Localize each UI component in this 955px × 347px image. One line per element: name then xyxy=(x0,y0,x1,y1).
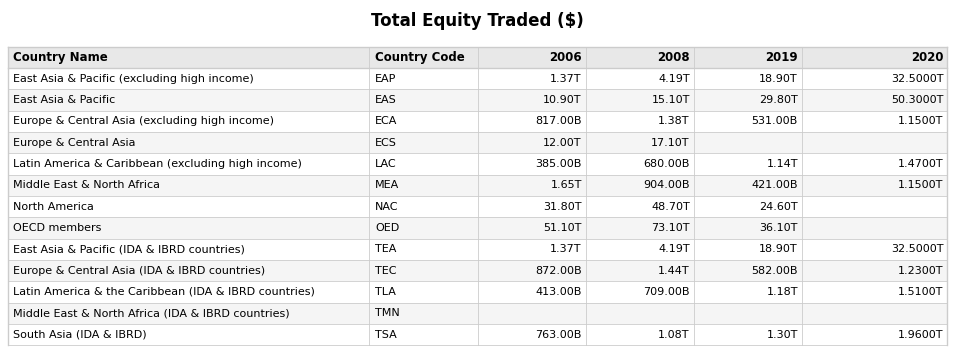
Text: Latin America & the Caribbean (IDA & IBRD countries): Latin America & the Caribbean (IDA & IBR… xyxy=(13,287,315,297)
Text: 1.30T: 1.30T xyxy=(767,330,797,340)
Text: 15.10T: 15.10T xyxy=(651,95,690,105)
Text: Country Code: Country Code xyxy=(375,51,465,64)
Bar xyxy=(8,217,947,239)
Text: Middle East & North Africa: Middle East & North Africa xyxy=(13,180,160,191)
Bar xyxy=(8,175,947,196)
Bar xyxy=(8,90,947,111)
Bar xyxy=(8,303,947,324)
Text: 531.00B: 531.00B xyxy=(752,117,797,126)
Text: EAS: EAS xyxy=(375,95,397,105)
Text: 1.4700T: 1.4700T xyxy=(898,159,944,169)
Text: 36.10T: 36.10T xyxy=(759,223,797,233)
Text: 24.60T: 24.60T xyxy=(759,202,797,212)
Text: 2008: 2008 xyxy=(657,51,690,64)
Text: 1.08T: 1.08T xyxy=(658,330,690,340)
Text: Europe & Central Asia: Europe & Central Asia xyxy=(13,138,136,148)
Text: 17.10T: 17.10T xyxy=(651,138,690,148)
Text: 1.1500T: 1.1500T xyxy=(898,180,944,191)
Bar xyxy=(8,68,947,90)
Text: OECD members: OECD members xyxy=(13,223,102,233)
Bar xyxy=(8,47,947,68)
Text: 32.5000T: 32.5000T xyxy=(891,74,944,84)
Text: 709.00B: 709.00B xyxy=(644,287,690,297)
Text: 2020: 2020 xyxy=(911,51,944,64)
Text: NAC: NAC xyxy=(375,202,398,212)
Text: TMN: TMN xyxy=(375,308,400,318)
Text: Europe & Central Asia (excluding high income): Europe & Central Asia (excluding high in… xyxy=(13,117,274,126)
Text: 18.90T: 18.90T xyxy=(759,244,797,254)
Text: 1.38T: 1.38T xyxy=(658,117,690,126)
Text: 421.00B: 421.00B xyxy=(752,180,797,191)
Text: 51.10T: 51.10T xyxy=(543,223,582,233)
Text: TEA: TEA xyxy=(375,244,396,254)
Text: ECS: ECS xyxy=(375,138,397,148)
Text: 12.00T: 12.00T xyxy=(543,138,582,148)
Bar xyxy=(8,132,947,153)
Bar xyxy=(8,111,947,132)
Text: 1.65T: 1.65T xyxy=(550,180,582,191)
Text: 680.00B: 680.00B xyxy=(644,159,690,169)
Bar xyxy=(8,153,947,175)
Text: 1.18T: 1.18T xyxy=(766,287,797,297)
Bar xyxy=(8,260,947,281)
Text: South Asia (IDA & IBRD): South Asia (IDA & IBRD) xyxy=(13,330,147,340)
Text: OED: OED xyxy=(375,223,399,233)
Text: TLA: TLA xyxy=(375,287,396,297)
Text: 29.80T: 29.80T xyxy=(759,95,797,105)
Text: 10.90T: 10.90T xyxy=(543,95,582,105)
Text: 413.00B: 413.00B xyxy=(536,287,582,297)
Text: 1.1500T: 1.1500T xyxy=(898,117,944,126)
Text: 1.14T: 1.14T xyxy=(766,159,797,169)
Text: East Asia & Pacific (excluding high income): East Asia & Pacific (excluding high inco… xyxy=(13,74,254,84)
Text: East Asia & Pacific: East Asia & Pacific xyxy=(13,95,116,105)
Text: 904.00B: 904.00B xyxy=(644,180,690,191)
Bar xyxy=(8,239,947,260)
Text: 4.19T: 4.19T xyxy=(658,74,690,84)
Text: Total Equity Traded ($): Total Equity Traded ($) xyxy=(371,12,584,30)
Text: 1.9600T: 1.9600T xyxy=(898,330,944,340)
Text: 1.44T: 1.44T xyxy=(658,266,690,276)
Text: MEA: MEA xyxy=(375,180,399,191)
Text: Country Name: Country Name xyxy=(13,51,108,64)
Text: North America: North America xyxy=(13,202,95,212)
Text: TEC: TEC xyxy=(375,266,396,276)
Text: 1.37T: 1.37T xyxy=(550,74,582,84)
Bar xyxy=(8,324,947,345)
Text: 872.00B: 872.00B xyxy=(535,266,582,276)
Text: Middle East & North Africa (IDA & IBRD countries): Middle East & North Africa (IDA & IBRD c… xyxy=(13,308,290,318)
Text: 1.37T: 1.37T xyxy=(550,244,582,254)
Text: 18.90T: 18.90T xyxy=(759,74,797,84)
Text: 1.2300T: 1.2300T xyxy=(898,266,944,276)
Text: 763.00B: 763.00B xyxy=(536,330,582,340)
Text: 73.10T: 73.10T xyxy=(651,223,690,233)
Text: 31.80T: 31.80T xyxy=(543,202,582,212)
Text: ECA: ECA xyxy=(375,117,397,126)
Text: 2019: 2019 xyxy=(765,51,797,64)
Text: LAC: LAC xyxy=(375,159,396,169)
Text: TSA: TSA xyxy=(375,330,397,340)
Text: 4.19T: 4.19T xyxy=(658,244,690,254)
Text: 50.3000T: 50.3000T xyxy=(891,95,944,105)
Text: 582.00B: 582.00B xyxy=(752,266,797,276)
Bar xyxy=(8,281,947,303)
Text: 48.70T: 48.70T xyxy=(651,202,690,212)
Text: EAP: EAP xyxy=(375,74,396,84)
Bar xyxy=(8,196,947,217)
Text: 1.5100T: 1.5100T xyxy=(898,287,944,297)
Text: 385.00B: 385.00B xyxy=(536,159,582,169)
Text: 817.00B: 817.00B xyxy=(535,117,582,126)
Text: Latin America & Caribbean (excluding high income): Latin America & Caribbean (excluding hig… xyxy=(13,159,302,169)
Text: 2006: 2006 xyxy=(549,51,582,64)
Text: 32.5000T: 32.5000T xyxy=(891,244,944,254)
Text: East Asia & Pacific (IDA & IBRD countries): East Asia & Pacific (IDA & IBRD countrie… xyxy=(13,244,245,254)
Text: Europe & Central Asia (IDA & IBRD countries): Europe & Central Asia (IDA & IBRD countr… xyxy=(13,266,265,276)
